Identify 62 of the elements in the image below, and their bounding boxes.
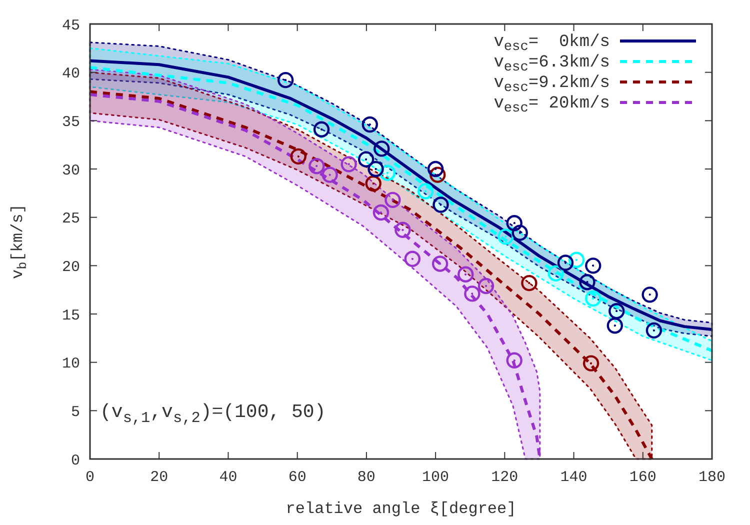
- y-tick-label: 30: [62, 162, 80, 180]
- legend-label: v$_{esc}$=9.2km/s: [494, 74, 610, 96]
- y-tick-label: 40: [62, 66, 80, 83]
- y-tick-label: 45: [62, 17, 80, 34]
- point: [585, 258, 602, 274]
- point: [498, 228, 514, 245]
- point: [585, 290, 602, 307]
- point: [579, 274, 596, 290]
- point: [582, 355, 600, 372]
- point: [646, 322, 662, 339]
- point: [322, 166, 338, 183]
- point: [432, 196, 449, 213]
- y-tick-label: 35: [62, 114, 80, 131]
- point: [362, 116, 378, 133]
- annotation: (v$_{s,1}$,v$_{s,2}$)=(100, 50): [100, 401, 326, 426]
- y-tick-label: 20: [62, 258, 80, 276]
- x-tick-label: 120: [491, 469, 518, 486]
- point: [506, 352, 522, 368]
- x-tick-label: 80: [357, 469, 376, 486]
- x-tick-label: 160: [629, 469, 656, 486]
- point: [372, 204, 390, 221]
- point: [404, 250, 421, 267]
- x-tick-label: 40: [219, 469, 238, 486]
- x-tick-label: 0: [85, 469, 95, 486]
- y-tick-label: 10: [62, 356, 80, 373]
- legend-label: v$_{esc}$= 0km/s: [494, 33, 610, 56]
- point: [313, 121, 330, 138]
- x-tick-label: 180: [698, 469, 726, 486]
- point: [432, 256, 448, 272]
- point: [308, 158, 325, 174]
- point: [427, 160, 444, 178]
- point: [374, 140, 390, 157]
- point: [368, 160, 384, 178]
- point: [290, 148, 306, 165]
- x-tick-label: 20: [150, 469, 168, 486]
- point: [642, 286, 658, 303]
- x-tick-label: 140: [560, 469, 588, 486]
- point: [358, 151, 374, 168]
- x-tick-label: 60: [288, 469, 306, 486]
- x-tick-label: 100: [422, 469, 450, 486]
- y-tick-label: 5: [70, 404, 80, 421]
- legend-label: v$_{esc}$=6.3km/s: [494, 54, 610, 76]
- y-tick-label: 0: [70, 452, 80, 470]
- point: [608, 303, 625, 320]
- y-tick-label: 15: [62, 307, 80, 324]
- point: [464, 286, 480, 302]
- point: [548, 265, 564, 282]
- point: [458, 266, 474, 282]
- x-axis-title: relative angle ξ[degree]: [286, 500, 516, 518]
- point: [606, 318, 623, 334]
- point: [512, 224, 528, 241]
- point: [340, 156, 357, 172]
- point: [277, 72, 294, 88]
- point: [557, 254, 574, 271]
- point: [384, 192, 401, 208]
- point: [417, 183, 434, 200]
- y-tick-label: 25: [62, 210, 80, 228]
- point: [365, 175, 382, 192]
- point: [478, 278, 494, 294]
- point: [394, 222, 411, 238]
- point: [521, 274, 538, 292]
- legend-label: v$_{esc}$= 20km/s: [494, 94, 610, 117]
